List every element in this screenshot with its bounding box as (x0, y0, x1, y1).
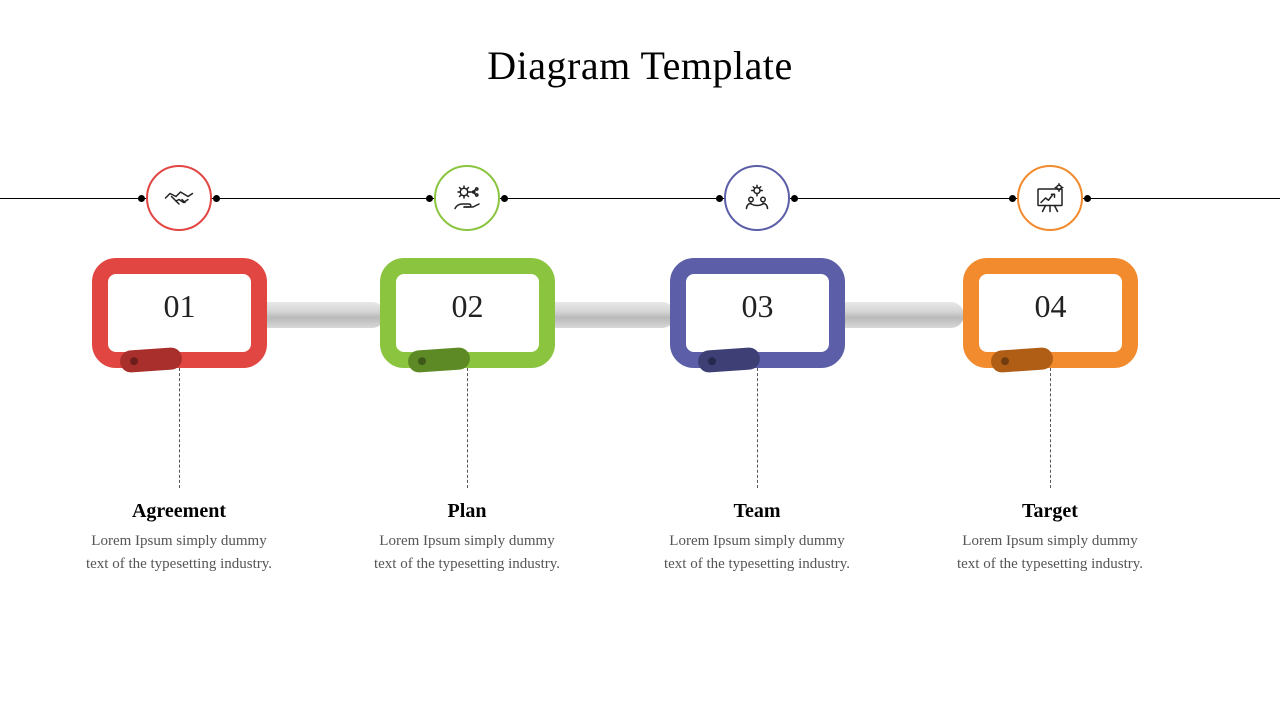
icon-circle-3 (724, 165, 790, 231)
step-num-4: 04 (963, 288, 1138, 325)
vdash-4 (1050, 368, 1051, 488)
step-label-3: Team (657, 500, 857, 523)
dot-3-left (716, 195, 723, 202)
step-desc-3: Lorem Ipsum simply dummy text of the typ… (657, 530, 857, 575)
connector-1 (255, 302, 385, 328)
step-label-4: Target (950, 500, 1150, 523)
step-num-2: 02 (380, 288, 555, 325)
dot-3-right (791, 195, 798, 202)
page-title: Diagram Template (487, 42, 792, 89)
connector-3 (834, 302, 964, 328)
step-desc-2: Lorem Ipsum simply dummy text of the typ… (367, 530, 567, 575)
step-num-1: 01 (92, 288, 267, 325)
team-gear-icon (739, 180, 775, 216)
connector-2 (543, 302, 675, 328)
vdash-3 (757, 368, 758, 488)
icon-circle-4 (1017, 165, 1083, 231)
icon-circle-2 (434, 165, 500, 231)
dot-1-left (138, 195, 145, 202)
dot-4-right (1084, 195, 1091, 202)
dot-2-right (501, 195, 508, 202)
dot-4-left (1009, 195, 1016, 202)
step-desc-4: Lorem Ipsum simply dummy text of the typ… (950, 530, 1150, 575)
dot-2-left (426, 195, 433, 202)
vdash-1 (179, 368, 180, 488)
handshake-icon (161, 180, 197, 216)
step-desc-1: Lorem Ipsum simply dummy text of the typ… (79, 530, 279, 575)
chart-board-icon (1032, 180, 1068, 216)
step-num-3: 03 (670, 288, 845, 325)
dot-1-right (213, 195, 220, 202)
vdash-2 (467, 368, 468, 488)
step-label-1: Agreement (79, 500, 279, 523)
step-label-2: Plan (367, 500, 567, 523)
icon-circle-1 (146, 165, 212, 231)
gear-hand-icon (449, 180, 485, 216)
